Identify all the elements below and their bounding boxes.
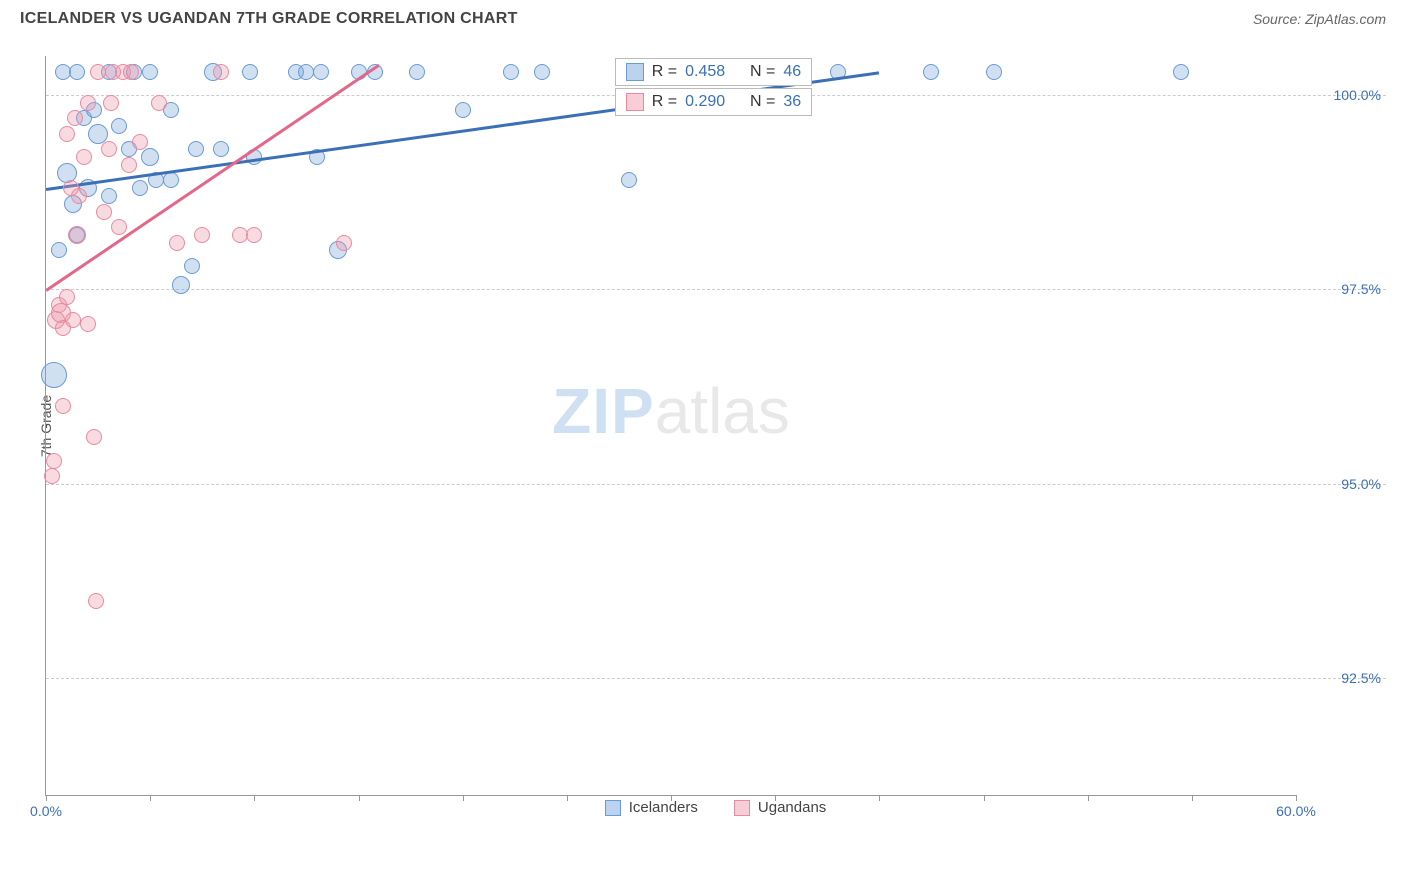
scatter-point: [55, 398, 71, 414]
watermark-bold: ZIP: [552, 375, 655, 447]
legend-item: Icelanders: [605, 799, 698, 816]
scatter-point: [313, 64, 329, 80]
stats-r-label: R =: [652, 63, 677, 81]
stats-box: R = 0.290 N = 36: [615, 88, 812, 116]
ytick-label: 92.5%: [1341, 670, 1381, 686]
stats-r-label: R =: [652, 93, 677, 111]
gridline-h: [46, 484, 1386, 485]
scatter-point: [51, 242, 67, 258]
scatter-point: [172, 276, 190, 294]
scatter-point: [184, 258, 200, 274]
scatter-point: [194, 227, 210, 243]
scatter-point: [69, 64, 85, 80]
scatter-point: [242, 64, 258, 80]
scatter-point: [55, 64, 71, 80]
scatter-point: [188, 141, 204, 157]
scatter-point: [169, 235, 185, 251]
scatter-point: [67, 110, 83, 126]
scatter-point: [46, 453, 62, 469]
scatter-point: [132, 134, 148, 150]
scatter-point: [68, 226, 86, 244]
scatter-point: [534, 64, 550, 80]
stats-n-label: N =: [750, 63, 775, 81]
scatter-point: [59, 126, 75, 142]
stats-r-value: 0.458: [685, 63, 725, 81]
stats-n-value: 46: [783, 63, 801, 81]
legend-swatch: [626, 63, 644, 81]
scatter-point: [101, 141, 117, 157]
scatter-point: [59, 289, 75, 305]
chart-title: ICELANDER VS UGANDAN 7TH GRADE CORRELATI…: [20, 10, 518, 28]
scatter-point: [80, 95, 96, 111]
stats-box: R = 0.458 N = 46: [615, 58, 812, 86]
scatter-point: [213, 64, 229, 80]
scatter-point: [986, 64, 1002, 80]
scatter-point: [57, 163, 77, 183]
scatter-point: [151, 95, 167, 111]
legend-label: Ugandans: [758, 799, 826, 816]
scatter-point: [121, 157, 137, 173]
scatter-point: [141, 148, 159, 166]
scatter-point: [71, 188, 87, 204]
gridline-h: [46, 678, 1386, 679]
stats-n-label: N =: [750, 93, 775, 111]
scatter-point: [298, 64, 314, 80]
stats-r-value: 0.290: [685, 93, 725, 111]
legend-item: Ugandans: [734, 799, 826, 816]
scatter-point: [142, 64, 158, 80]
ytick-label: 100.0%: [1334, 87, 1381, 103]
trend-line: [45, 64, 380, 292]
scatter-point: [163, 172, 179, 188]
chart-source: Source: ZipAtlas.com: [1253, 11, 1386, 27]
scatter-point: [44, 468, 60, 484]
watermark-light: atlas: [655, 375, 790, 447]
plot-region: ZIPatlas 92.5%95.0%97.5%100.0%0.0%60.0%R…: [45, 56, 1296, 796]
scatter-point: [455, 102, 471, 118]
scatter-point: [1173, 64, 1189, 80]
scatter-point: [88, 593, 104, 609]
legend-swatch: [605, 800, 621, 816]
legend-swatch: [626, 93, 644, 111]
scatter-point: [923, 64, 939, 80]
chart-header: ICELANDER VS UGANDAN 7TH GRADE CORRELATI…: [0, 0, 1406, 36]
scatter-point: [76, 149, 92, 165]
scatter-point: [132, 180, 148, 196]
scatter-point: [80, 316, 96, 332]
scatter-point: [96, 204, 112, 220]
scatter-point: [336, 235, 352, 251]
gridline-h: [46, 289, 1386, 290]
scatter-point: [123, 64, 139, 80]
scatter-point: [621, 172, 637, 188]
scatter-point: [65, 312, 81, 328]
bottom-legend: Icelanders Ugandans: [45, 799, 1386, 816]
scatter-point: [111, 118, 127, 134]
stats-n-value: 36: [783, 93, 801, 111]
ytick-label: 97.5%: [1341, 281, 1381, 297]
legend-swatch: [734, 800, 750, 816]
scatter-point: [213, 141, 229, 157]
scatter-point: [41, 362, 67, 388]
scatter-point: [103, 95, 119, 111]
scatter-point: [409, 64, 425, 80]
scatter-point: [101, 188, 117, 204]
legend-label: Icelanders: [629, 799, 698, 816]
scatter-point: [503, 64, 519, 80]
watermark: ZIPatlas: [552, 374, 790, 448]
scatter-point: [246, 227, 262, 243]
chart-area: 7th Grade ZIPatlas 92.5%95.0%97.5%100.0%…: [45, 36, 1386, 816]
ytick-label: 95.0%: [1341, 476, 1381, 492]
scatter-point: [111, 219, 127, 235]
scatter-point: [86, 429, 102, 445]
